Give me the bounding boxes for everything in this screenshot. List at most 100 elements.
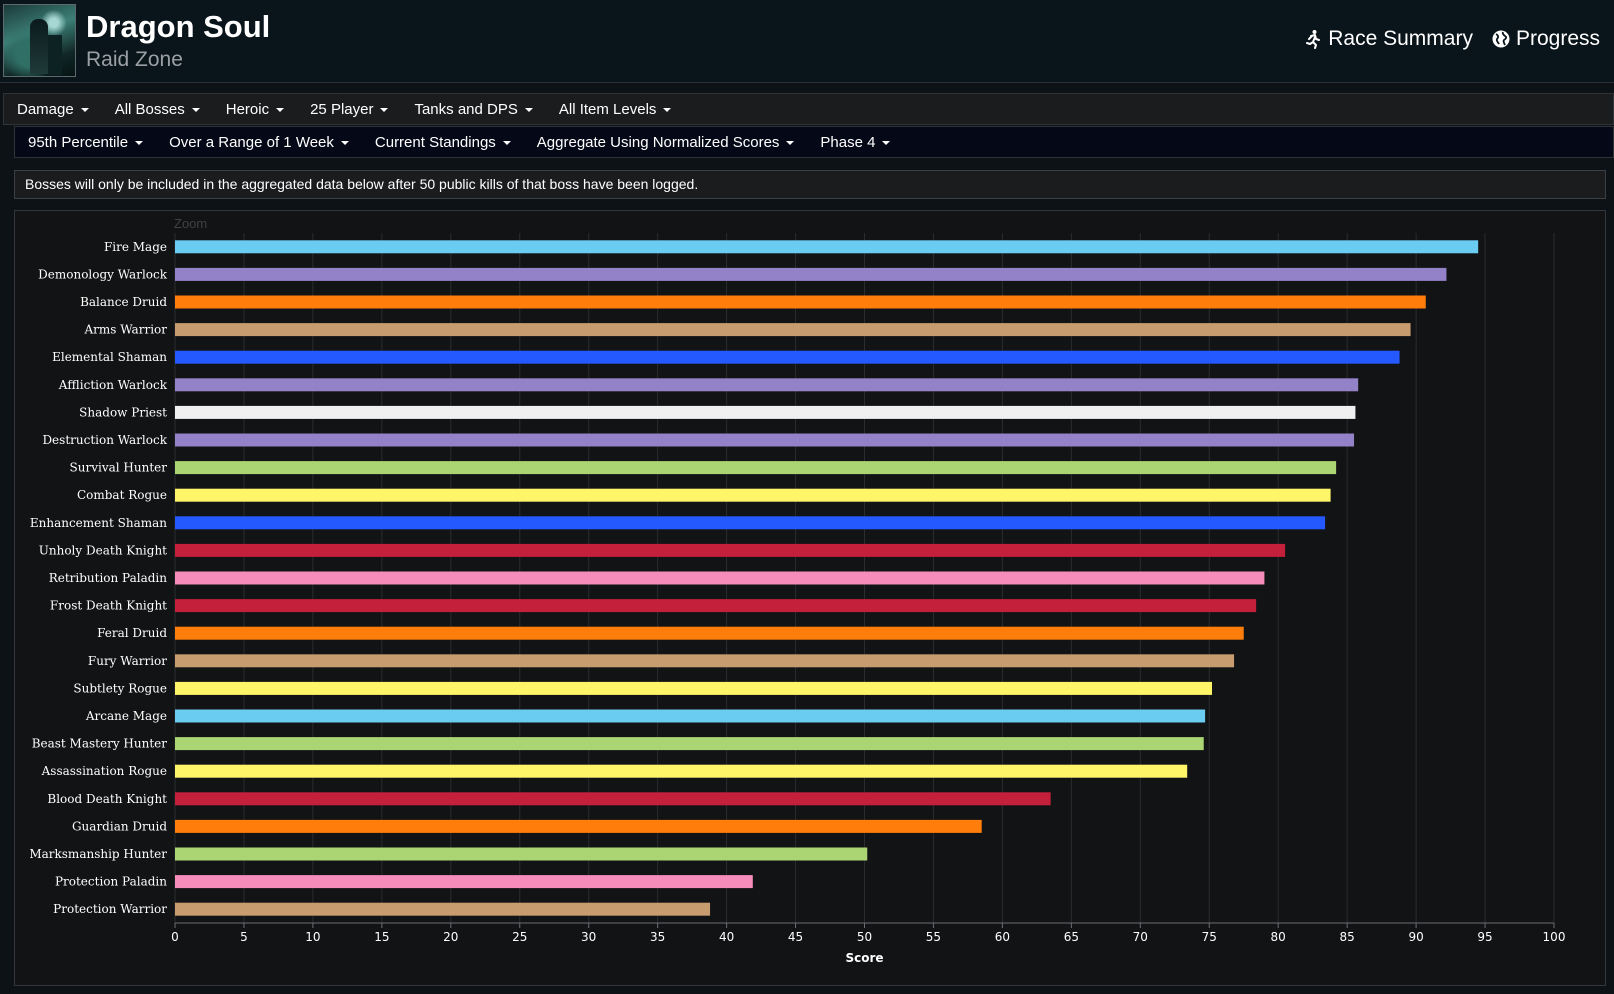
bar[interactable] [175, 709, 1206, 723]
bar[interactable] [175, 516, 1326, 530]
category-label: Feral Druid [97, 626, 167, 640]
difficulty-dropdown[interactable]: Heroic [213, 101, 297, 118]
bar[interactable] [175, 461, 1337, 475]
bar[interactable] [175, 350, 1400, 364]
standings-dropdown[interactable]: Current Standings [362, 134, 524, 151]
progress-label: Progress [1515, 27, 1600, 50]
difficulty-dropdown-label: Heroic [225, 100, 270, 118]
bar[interactable] [175, 764, 1188, 778]
item-level-dropdown[interactable]: All Item Levels [546, 101, 685, 118]
metric-dropdown-label: Damage [17, 100, 74, 118]
caret-down-icon [80, 107, 89, 112]
category-label: Fury Warrior [88, 654, 167, 668]
aggregate-dropdown[interactable]: Aggregate Using Normalized Scores [524, 134, 808, 151]
bar[interactable] [175, 681, 1213, 695]
chart-container: Zoom 0 5 10 15 20 25 30 35 40 45 50 55 60 65 70 75 80 85 9… [14, 210, 1606, 986]
category-label: Fire Mage [104, 240, 167, 254]
bar[interactable] [175, 599, 1257, 613]
bar[interactable] [175, 875, 753, 889]
category-label: Retribution Paladin [49, 571, 168, 585]
header-links: Race Summary Progress [1303, 27, 1600, 51]
role-dropdown-label: Tanks and DPS [414, 100, 518, 118]
boss-dropdown-label: All Bosses [114, 100, 185, 118]
bar[interactable] [175, 378, 1359, 392]
size-dropdown[interactable]: 25 Player [297, 101, 401, 118]
boss-dropdown[interactable]: All Bosses [102, 101, 213, 118]
globe-icon [1492, 30, 1510, 48]
item-level-dropdown-label: All Item Levels [558, 100, 657, 118]
category-label: Blood Death Knight [47, 792, 167, 806]
x-tick-label: 20 [443, 930, 458, 944]
category-label: Destruction Warlock [42, 433, 167, 447]
bar[interactable] [175, 626, 1244, 640]
caret-down-icon [380, 107, 389, 112]
bar[interactable] [175, 819, 982, 833]
x-tick-label: 95 [1477, 930, 1492, 944]
caret-down-icon [340, 140, 349, 145]
x-tick-label: 50 [857, 930, 872, 944]
bar[interactable] [175, 792, 1051, 806]
category-label: Shadow Priest [79, 405, 167, 419]
bar[interactable] [175, 571, 1265, 585]
x-tick-label: 45 [788, 930, 803, 944]
role-dropdown[interactable]: Tanks and DPS [401, 101, 545, 118]
info-notice: Bosses will only be included in the aggr… [14, 170, 1606, 199]
range-dropdown[interactable]: Over a Range of 1 Week [156, 134, 362, 151]
bar[interactable] [175, 240, 1479, 254]
x-tick-label: 15 [374, 930, 389, 944]
bar[interactable] [175, 654, 1235, 668]
x-tick-label: 60 [995, 930, 1010, 944]
bar[interactable] [175, 847, 868, 861]
metric-dropdown[interactable]: Damage [4, 101, 102, 118]
category-label: Arcane Mage [85, 709, 167, 723]
bar[interactable] [175, 488, 1331, 502]
x-axis-title: Score [845, 951, 883, 965]
x-tick-label: 75 [1202, 930, 1217, 944]
category-label: Unholy Death Knight [39, 543, 167, 557]
bar[interactable] [175, 737, 1204, 751]
bar[interactable] [175, 433, 1355, 447]
size-dropdown-label: 25 Player [310, 100, 374, 118]
category-label: Beast Mastery Hunter [32, 737, 168, 751]
category-label: Elemental Shaman [52, 350, 167, 364]
x-tick-label: 5 [240, 930, 248, 944]
bar[interactable] [175, 405, 1356, 419]
page-header: Dragon Soul Raid Zone Race Summary Progr… [0, 0, 1614, 83]
x-tick-label: 80 [1271, 930, 1286, 944]
x-tick-label: 10 [305, 930, 320, 944]
x-tick-label: 25 [512, 930, 527, 944]
running-person-icon [1306, 30, 1321, 49]
percentile-dropdown[interactable]: 95th Percentile [15, 134, 156, 151]
x-tick-label: 85 [1340, 930, 1355, 944]
bar[interactable] [175, 543, 1286, 557]
zone-subtitle: Raid Zone [86, 48, 183, 71]
category-label: Balance Druid [80, 295, 167, 309]
category-label: Protection Warrior [53, 902, 167, 916]
race-summary-link[interactable]: Race Summary [1303, 27, 1473, 51]
caret-down-icon [786, 140, 795, 145]
bar[interactable] [175, 323, 1411, 337]
aggregate-dropdown-label: Aggregate Using Normalized Scores [536, 133, 780, 151]
percentile-dropdown-label: 95th Percentile [28, 133, 129, 151]
caret-down-icon [524, 107, 533, 112]
bar[interactable] [175, 267, 1447, 281]
category-label: Enhancement Shaman [30, 516, 167, 530]
zone-title: Dragon Soul [86, 9, 271, 44]
zoom-label[interactable]: Zoom [174, 216, 208, 231]
category-label: Combat Rogue [77, 488, 167, 502]
bar[interactable] [175, 295, 1426, 309]
bar[interactable] [175, 902, 711, 916]
phase-dropdown[interactable]: Phase 4 [807, 134, 903, 151]
caret-down-icon [882, 140, 891, 145]
primary-filter-bar: Damage All Bosses Heroic 25 Player Tanks… [3, 93, 1614, 125]
progress-link[interactable]: Progress [1491, 27, 1600, 51]
caret-down-icon [502, 140, 511, 145]
x-tick-label: 0 [171, 930, 179, 944]
secondary-filter-bar: 95th Percentile Over a Range of 1 Week C… [14, 126, 1614, 158]
category-label: Subtlety Rogue [73, 681, 167, 695]
x-tick-label: 100 [1543, 930, 1566, 944]
category-label: Demonology Warlock [38, 267, 168, 281]
standings-dropdown-label: Current Standings [374, 133, 496, 151]
x-tick-label: 90 [1408, 930, 1423, 944]
